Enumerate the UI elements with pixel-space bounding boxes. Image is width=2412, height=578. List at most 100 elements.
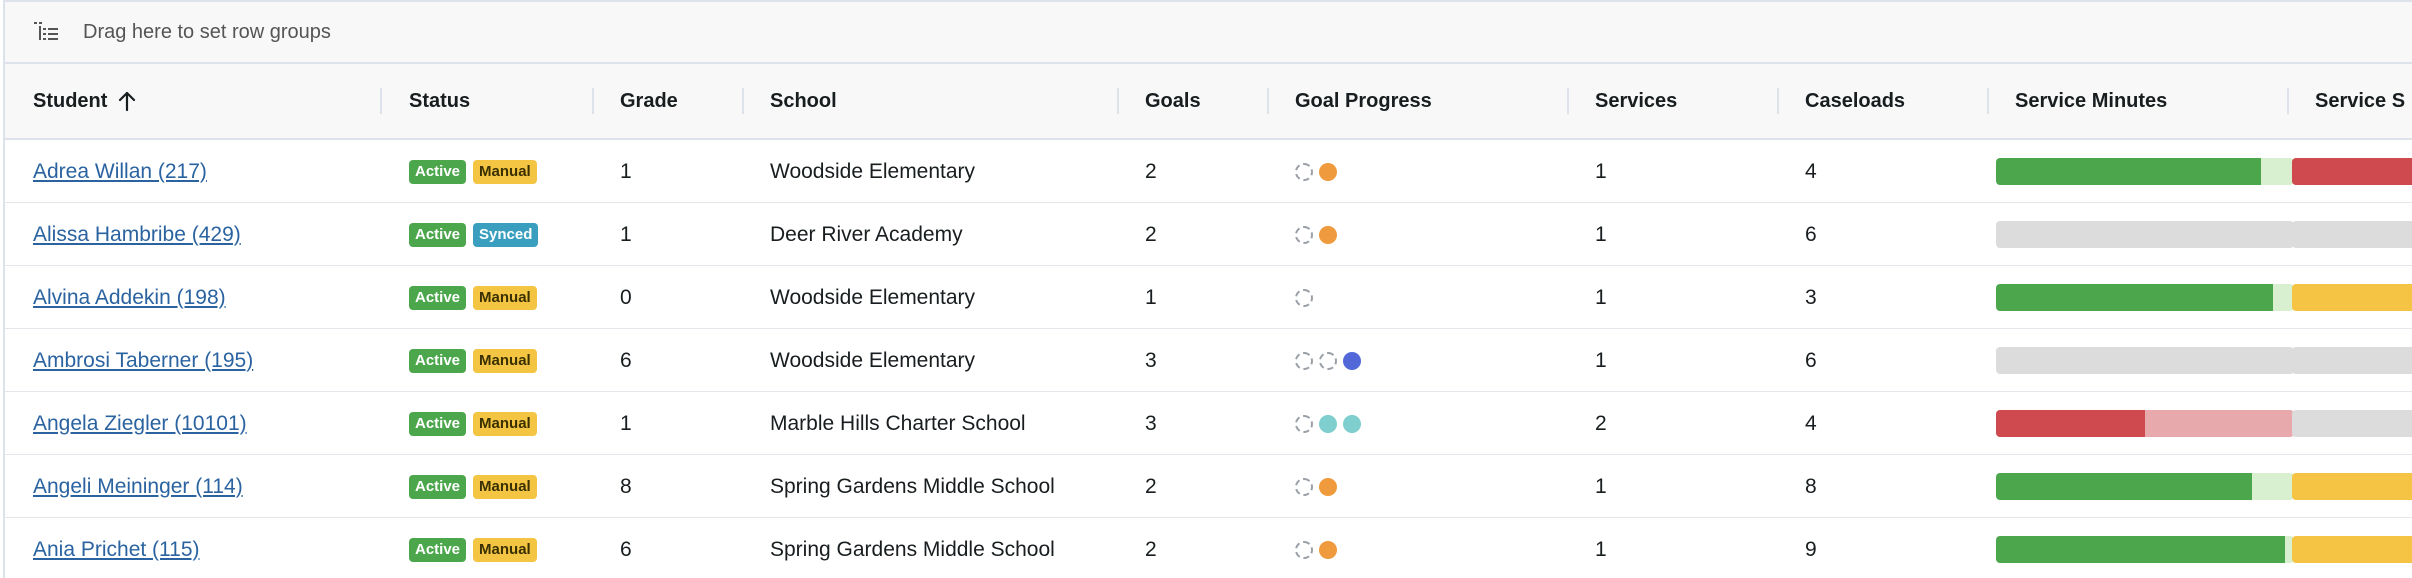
student-link[interactable]: Alvina Addekin (198) bbox=[33, 285, 226, 309]
service-s-bar bbox=[2292, 158, 2412, 185]
header-resize-handle[interactable] bbox=[592, 88, 594, 114]
goal-progress-cell bbox=[1295, 392, 1367, 455]
goal-progress-dot bbox=[1343, 414, 1361, 433]
caseloads-cell: 4 bbox=[1805, 411, 1817, 435]
student-link[interactable]: Adrea Willan (217) bbox=[33, 159, 207, 183]
goals-cell: 2 bbox=[1145, 474, 1157, 498]
progress-segment bbox=[1996, 536, 2286, 563]
goal-progress-cell bbox=[1295, 329, 1367, 392]
status-badge: Active bbox=[409, 474, 467, 499]
service-s-bar bbox=[2292, 347, 2412, 374]
progress-segment bbox=[1996, 221, 2294, 248]
service-minutes-bar bbox=[1996, 410, 2294, 437]
progress-segment bbox=[2252, 473, 2294, 500]
grade-cell: 1 bbox=[620, 411, 632, 435]
row-groups-icon bbox=[34, 22, 58, 40]
progress-segment bbox=[1996, 158, 2262, 185]
service-s-bar bbox=[2292, 473, 2412, 500]
services-cell: 2 bbox=[1595, 411, 1607, 435]
goal-progress-dot bbox=[1319, 477, 1337, 496]
table-row[interactable]: Angela Ziegler (10101) Active Manual 1 Marbl… bbox=[5, 392, 2412, 455]
progress-segment bbox=[2292, 410, 2412, 437]
goal-progress-dot bbox=[1295, 351, 1313, 370]
progress-segment bbox=[2292, 284, 2412, 311]
header-resize-handle[interactable] bbox=[1777, 88, 1779, 114]
goal-progress-cell bbox=[1295, 140, 1343, 203]
header-resize-handle[interactable] bbox=[380, 88, 382, 114]
header-resize-handle[interactable] bbox=[1987, 88, 1989, 114]
progress-segment bbox=[2145, 410, 2294, 437]
arrow-up-icon bbox=[119, 91, 136, 112]
caseloads-cell: 4 bbox=[1805, 159, 1817, 183]
header-grade[interactable]: Grade bbox=[620, 89, 678, 112]
sync-badge: Synced bbox=[473, 222, 539, 247]
goal-progress-dot bbox=[1319, 414, 1337, 433]
student-link[interactable]: Angeli Meininger (114) bbox=[33, 474, 243, 498]
service-minutes-bar bbox=[1996, 284, 2294, 311]
caseloads-cell: 6 bbox=[1805, 222, 1817, 246]
table-row[interactable]: Ania Prichet (115) Active Manual 6 Spring Ga… bbox=[5, 518, 2412, 578]
student-cell: Adrea Willan (217) bbox=[33, 140, 207, 203]
services-cell: 1 bbox=[1595, 285, 1607, 309]
sync-badge: Manual bbox=[473, 537, 537, 562]
header-services[interactable]: Services bbox=[1595, 89, 1678, 112]
goals-cell: 2 bbox=[1145, 222, 1157, 246]
caseloads-cell: 6 bbox=[1805, 348, 1817, 372]
grade-cell: 6 bbox=[620, 348, 632, 372]
grade-cell: 1 bbox=[620, 159, 632, 183]
row-group-hint: Drag here to set row groups bbox=[83, 21, 331, 43]
caseloads-cell: 9 bbox=[1805, 537, 1817, 561]
student-data-grid: Drag here to set row groups Student Stat… bbox=[3, 0, 2412, 578]
grade-cell: 0 bbox=[620, 285, 632, 309]
header-caseloads[interactable]: Caseloads bbox=[1805, 89, 1906, 112]
header-resize-handle[interactable] bbox=[1567, 88, 1569, 114]
goals-cell: 2 bbox=[1145, 537, 1157, 561]
progress-segment bbox=[2285, 536, 2294, 563]
school-cell: Spring Gardens Middle School bbox=[770, 537, 1055, 561]
goal-progress-cell bbox=[1295, 518, 1343, 578]
header-school[interactable]: School bbox=[770, 89, 837, 112]
header-resize-handle[interactable] bbox=[742, 88, 744, 114]
goals-cell: 2 bbox=[1145, 159, 1157, 183]
school-cell: Spring Gardens Middle School bbox=[770, 474, 1055, 498]
table-row[interactable]: Ambrosi Taberner (195) Active Manual 6 Woods… bbox=[5, 329, 2412, 392]
goal-progress-dot bbox=[1295, 162, 1313, 181]
student-link[interactable]: Ania Prichet (115) bbox=[33, 537, 200, 561]
header-goal-progress[interactable]: Goal Progress bbox=[1295, 89, 1432, 112]
header-goals[interactable]: Goals bbox=[1145, 89, 1201, 112]
services-cell: 1 bbox=[1595, 537, 1607, 561]
student-link[interactable]: Alissa Hambribe (429) bbox=[33, 222, 241, 246]
student-link[interactable]: Angela Ziegler (10101) bbox=[33, 411, 247, 435]
status-badge: Active bbox=[409, 159, 467, 184]
goals-cell: 1 bbox=[1145, 285, 1157, 309]
status-badge: Active bbox=[409, 537, 467, 562]
status-badge: Active bbox=[409, 285, 467, 310]
header-resize-handle[interactable] bbox=[2287, 88, 2289, 114]
service-s-bar bbox=[2292, 410, 2412, 437]
row-group-drop-zone[interactable]: Drag here to set row groups bbox=[5, 2, 2412, 64]
table-row[interactable]: Adrea Willan (217) Active Manual 1 Woodside … bbox=[5, 140, 2412, 203]
sync-badge: Manual bbox=[473, 411, 537, 436]
table-row[interactable]: Alvina Addekin (198) Active Manual 0 Woodsid… bbox=[5, 266, 2412, 329]
status-cell: Active Synced bbox=[409, 203, 545, 266]
student-cell: Angeli Meininger (114) bbox=[33, 455, 243, 518]
goal-progress-dot bbox=[1319, 540, 1337, 559]
services-cell: 1 bbox=[1595, 222, 1607, 246]
services-cell: 1 bbox=[1595, 348, 1607, 372]
school-cell: Woodside Elementary bbox=[770, 285, 976, 309]
school-cell: Woodside Elementary bbox=[770, 348, 976, 372]
student-link[interactable]: Ambrosi Taberner (195) bbox=[33, 348, 254, 372]
table-row[interactable]: Alissa Hambribe (429) Active Synced 1 Deer R… bbox=[5, 203, 2412, 266]
sync-badge: Manual bbox=[473, 285, 537, 310]
header-resize-handle[interactable] bbox=[1267, 88, 1269, 114]
goal-progress-dot bbox=[1319, 351, 1337, 370]
header-status[interactable]: Status bbox=[409, 89, 471, 112]
progress-segment bbox=[1996, 284, 2274, 311]
header-student[interactable]: Student bbox=[33, 64, 137, 138]
caseloads-cell: 3 bbox=[1805, 285, 1817, 309]
header-service-minutes[interactable]: Service Minutes bbox=[2015, 89, 2168, 112]
goal-progress-dot bbox=[1295, 288, 1313, 307]
header-service-s[interactable]: Service S bbox=[2315, 89, 2406, 112]
header-resize-handle[interactable] bbox=[1117, 88, 1119, 114]
table-row[interactable]: Angeli Meininger (114) Active Manual 8 Sprin… bbox=[5, 455, 2412, 518]
